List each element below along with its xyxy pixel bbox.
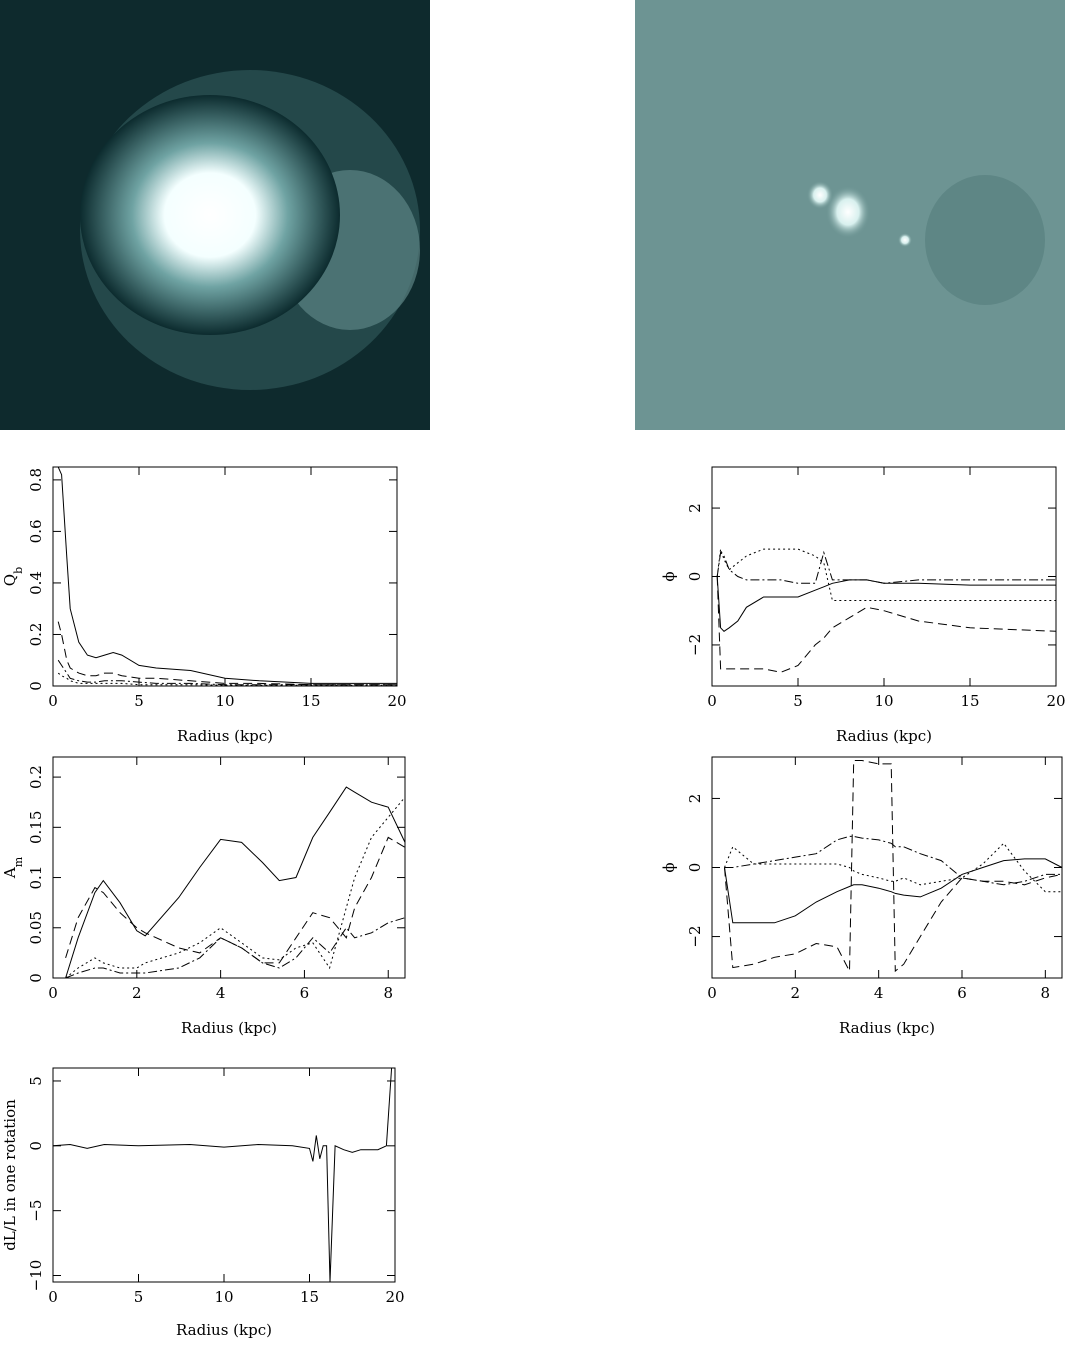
- data-line: [716, 576, 1057, 673]
- data-line: [57, 621, 397, 686]
- x-tick-label: 15: [300, 1288, 319, 1306]
- y-axis-label: ϕ: [660, 862, 678, 872]
- chart: 0 5 10 15 20 −2 0 2 Radius (kpc) ϕ: [660, 466, 1065, 745]
- x-tick-label: 15: [960, 692, 979, 710]
- y-axis-label-part: dL/L in one rotation: [1, 1099, 19, 1251]
- x-tick-label: 2: [791, 984, 801, 1002]
- y-axis-label-part: Q: [1, 574, 19, 586]
- y-tick-label: 0.6: [27, 519, 45, 543]
- y-tick-label: 0: [686, 863, 704, 873]
- x-tick-label: 2: [132, 984, 142, 1002]
- y-axis-label-part: ϕ: [660, 862, 678, 872]
- y-axis-label-part: ϕ: [660, 571, 678, 581]
- y-tick-label: 0.8: [27, 468, 45, 492]
- data-line: [57, 466, 397, 684]
- x-tick-label: 4: [216, 984, 226, 1002]
- galaxy-image: [0, 0, 430, 430]
- y-tick-label: −2: [686, 634, 704, 656]
- x-tick-label: 15: [301, 692, 320, 710]
- x-tick-label: 5: [134, 1288, 144, 1306]
- y-tick-label: 0: [27, 973, 45, 983]
- x-axis-label: Radius (kpc): [836, 727, 932, 745]
- plot-frame: [52, 466, 398, 687]
- chart: 0 5 10 15 20 0 0.2 0.4 0.6 0.8 Radius (kpc) Qb: [1, 466, 407, 745]
- x-tick-label: 0: [707, 692, 717, 710]
- plot-frame: [711, 756, 1063, 979]
- x-tick-label: 10: [215, 692, 234, 710]
- data-line: [724, 842, 1062, 893]
- plot-frame: [52, 1067, 396, 1283]
- y-tick-label: 5: [27, 1076, 45, 1086]
- x-axis-label: Radius (kpc): [176, 1321, 272, 1339]
- x-tick-label: 6: [300, 984, 310, 1002]
- x-tick-label: 10: [214, 1288, 233, 1306]
- x-tick-label: 8: [383, 984, 393, 1002]
- chart: 0 2 4 6 8 −2 0 2 Radius (kpc) ϕ: [660, 756, 1063, 1037]
- x-tick-label: 20: [387, 692, 406, 710]
- data-line: [724, 760, 1063, 973]
- y-axis-label: dL/L in one rotation: [1, 1099, 19, 1251]
- y-tick-label: 0.15: [27, 811, 45, 844]
- data-line: [65, 796, 406, 979]
- data-line: [716, 550, 1056, 584]
- data-line: [724, 835, 1062, 886]
- x-tick-label: 20: [1046, 692, 1065, 710]
- x-tick-label: 0: [48, 1288, 58, 1306]
- data-line: [724, 858, 1063, 924]
- x-tick-label: 0: [48, 692, 58, 710]
- plot-frame: [52, 756, 406, 979]
- y-tick-label: 0.1: [27, 866, 45, 890]
- y-tick-label: 0.05: [27, 911, 45, 944]
- data-line: [716, 576, 1056, 632]
- y-tick-label: −10: [27, 1260, 45, 1292]
- y-tick-label: 0: [27, 681, 45, 691]
- y-tick-label: 2: [686, 503, 704, 513]
- residual-image: [635, 0, 1065, 430]
- y-tick-label: 0.2: [27, 623, 45, 647]
- y-axis-label: ϕ: [660, 571, 678, 581]
- y-tick-label: 0.2: [27, 765, 45, 789]
- x-tick-label: 5: [134, 692, 144, 710]
- data-line: [65, 786, 406, 979]
- data-line: [65, 836, 406, 964]
- x-tick-label: 20: [385, 1288, 404, 1306]
- x-tick-label: 0: [48, 984, 58, 1002]
- y-axis-label-part: m: [12, 856, 25, 867]
- data-line: [57, 659, 397, 686]
- chart: 0 5 10 15 20 −10 −5 0 5 Radius (kpc) dL/L in one r…: [1, 1067, 405, 1339]
- y-axis-label: Am: [1, 856, 25, 879]
- x-tick-label: 0: [707, 984, 717, 1002]
- y-axis-label-part: A: [1, 867, 19, 879]
- x-tick-label: 10: [874, 692, 893, 710]
- data-line: [52, 1067, 395, 1283]
- plot-frame: [711, 466, 1057, 687]
- y-axis-label: Qb: [1, 567, 25, 586]
- x-tick-label: 4: [874, 984, 884, 1002]
- data-line: [65, 917, 406, 979]
- y-tick-label: 0.4: [27, 571, 45, 595]
- x-tick-label: 8: [1041, 984, 1051, 1002]
- y-axis-label-part: b: [12, 567, 25, 574]
- y-tick-label: 0: [686, 572, 704, 582]
- chart: 0 2 4 6 8 0 0.05 0.1 0.15 0.2 Radius (kpc) Am: [1, 756, 406, 1037]
- x-axis-label: Radius (kpc): [181, 1019, 277, 1037]
- data-line: [716, 548, 1056, 601]
- y-tick-label: −2: [686, 926, 704, 948]
- x-axis-label: Radius (kpc): [839, 1019, 935, 1037]
- x-axis-label: Radius (kpc): [177, 727, 273, 745]
- y-tick-label: −5: [27, 1200, 45, 1222]
- y-tick-label: 0: [27, 1141, 45, 1151]
- y-tick-label: 2: [686, 794, 704, 804]
- data-line: [57, 672, 397, 686]
- x-tick-label: 5: [793, 692, 803, 710]
- x-tick-label: 6: [957, 984, 967, 1002]
